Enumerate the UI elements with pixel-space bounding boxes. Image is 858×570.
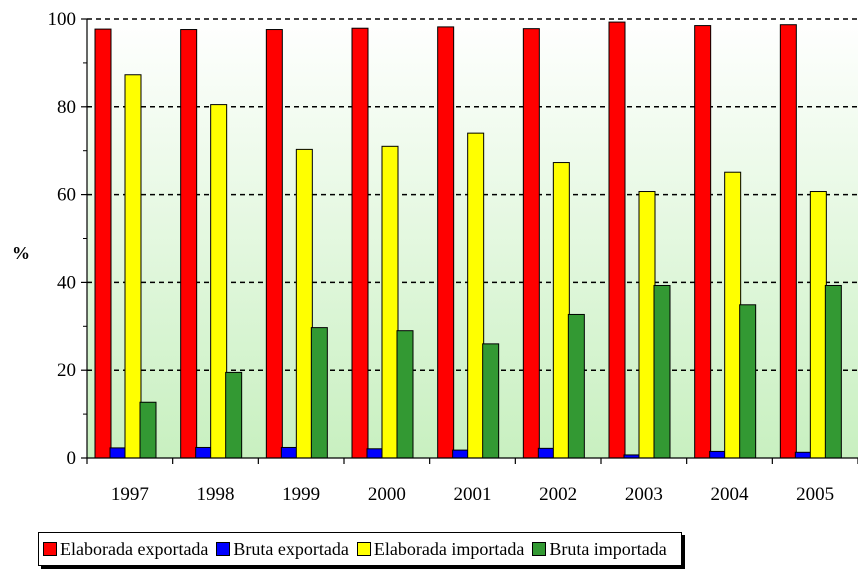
bar	[694, 25, 712, 459]
bar	[824, 284, 842, 459]
y-tick-label: 80	[57, 97, 76, 118]
x-tick-label: 2004	[711, 484, 750, 505]
bar	[280, 446, 298, 459]
bar	[779, 24, 797, 459]
bar	[295, 148, 313, 459]
y-tick-labels: 0 20 40 60 80 100	[48, 9, 77, 469]
y-tick-label: 60	[57, 185, 76, 206]
x-tick-labels: 1997 1998 1999 2000 2001 2002 2003 2004 2005	[111, 484, 834, 505]
x-tick-label: 2000	[368, 484, 406, 505]
legend-label: Bruta exportada	[233, 538, 349, 559]
legend-label: Bruta importada	[549, 538, 667, 559]
bar-chart: 0 20 40 60 80 100 1997 1998 1999 2000 2001 2002 200…	[12, 9, 858, 505]
bar	[522, 28, 540, 459]
bar	[180, 29, 198, 459]
x-tick-label: 2003	[625, 484, 663, 505]
bar	[794, 451, 812, 459]
bar	[552, 162, 570, 459]
bar	[109, 447, 127, 459]
bar	[809, 191, 827, 459]
legend-item: Bruta exportada	[216, 538, 349, 560]
bar	[381, 145, 399, 459]
y-tick-label: 40	[57, 272, 76, 293]
bar	[310, 327, 328, 459]
x-tick-label: 1998	[197, 484, 235, 505]
legend-swatch	[532, 542, 547, 556]
legend-item: Elaborada importada	[356, 538, 525, 560]
bar	[467, 132, 485, 459]
legend-swatch	[43, 542, 57, 556]
legend-label: Elaborada exportada	[60, 538, 209, 559]
bar	[608, 21, 626, 459]
bar	[638, 191, 656, 459]
bar	[567, 313, 585, 459]
x-tick-label: 1997	[111, 484, 149, 505]
y-tick-label: 100	[48, 9, 77, 30]
x-tick-label: 2001	[454, 484, 492, 505]
bar	[195, 446, 213, 459]
y-tick-label: 0	[67, 448, 77, 469]
legend-label: Elaborada importada	[373, 538, 525, 559]
bar	[124, 74, 142, 459]
x-tick-label: 2005	[796, 484, 834, 505]
bar	[225, 371, 243, 459]
legend-item: Elaborada exportada	[43, 539, 208, 560]
bar	[210, 104, 228, 459]
legend-swatch	[216, 542, 231, 556]
legend-item: Bruta importada	[532, 538, 667, 560]
bar	[396, 330, 414, 459]
bar	[265, 29, 283, 459]
x-tick-label: 1999	[282, 484, 320, 505]
bars	[94, 21, 842, 459]
legend: Elaborada exportada Bruta exportada Elabor…	[38, 532, 682, 566]
bar	[452, 449, 470, 459]
bar	[139, 401, 157, 459]
x-tick-label: 2002	[539, 484, 577, 505]
bar	[739, 304, 757, 459]
bar	[482, 343, 500, 459]
bar	[351, 27, 369, 459]
bar	[724, 171, 742, 459]
axes	[81, 18, 858, 464]
bar	[709, 450, 727, 459]
bar	[94, 28, 112, 459]
bar	[366, 448, 384, 459]
bar	[437, 26, 455, 459]
bar	[537, 447, 555, 459]
y-tick-label: 20	[57, 360, 76, 381]
y-axis-label: %	[12, 243, 30, 263]
bar	[653, 284, 671, 459]
legend-swatch	[356, 542, 371, 556]
